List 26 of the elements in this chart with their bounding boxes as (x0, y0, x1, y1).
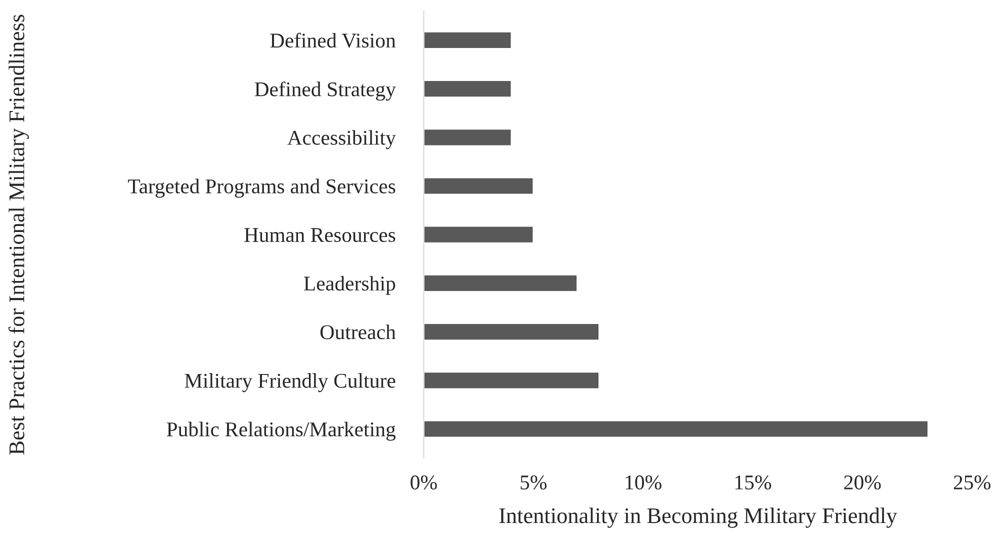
bar (424, 225, 534, 244)
bar (424, 31, 512, 50)
bar (424, 371, 600, 390)
x-tick-label: 0% (410, 475, 437, 490)
y-tick-label: Defined Vision (270, 32, 396, 48)
bar (424, 80, 512, 98)
bar (424, 274, 578, 292)
y-tick-label: Targeted Programs and Services (128, 178, 396, 198)
x-tick-label: 10% (626, 475, 662, 490)
y-tick-label: Defined Strategy (254, 81, 396, 101)
x-axis-title: Intentionality in Becoming Military Friendly (499, 508, 898, 528)
y-axis-title: Best Practics for Intentional Military Friendliness (8, 14, 29, 455)
y-tick-label: Human Resources (244, 228, 396, 242)
bar (424, 322, 600, 341)
y-tick-label: Outreach (320, 324, 396, 340)
y-tick-label: Military Friendly Culture (184, 373, 396, 392)
y-tick-label: Leadership (304, 276, 396, 295)
bar (424, 420, 929, 438)
y-tick-label: Public Relations/Marketing (166, 422, 396, 441)
x-tick-label: 20% (844, 475, 881, 490)
x-tick-label: 5% (520, 475, 547, 490)
bar (424, 128, 512, 147)
x-tick-label: 25% (954, 475, 990, 490)
bar (424, 176, 534, 196)
x-tick-label: 15% (735, 475, 772, 490)
y-tick-label: Accessibility (287, 130, 396, 150)
